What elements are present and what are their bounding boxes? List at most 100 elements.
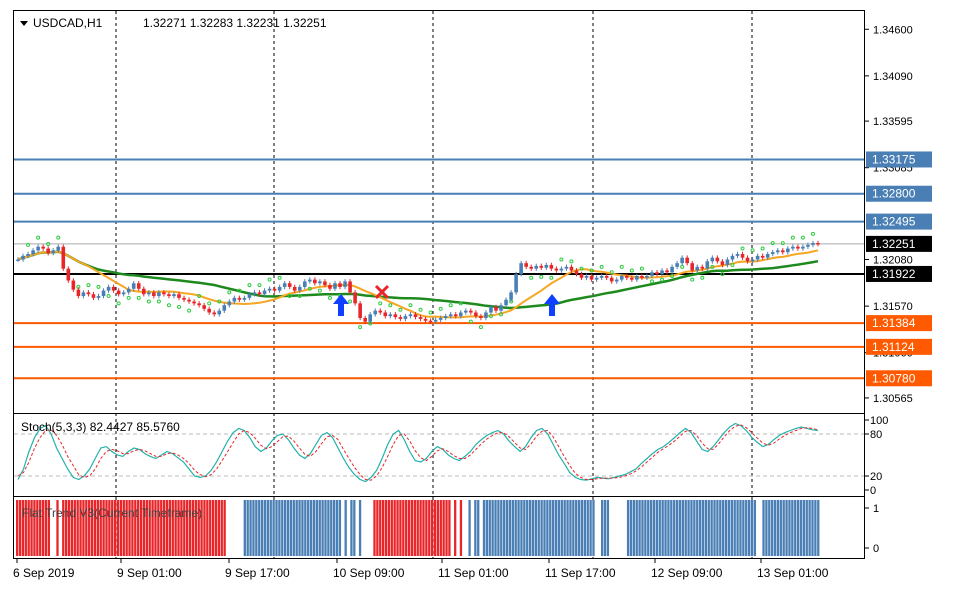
trend-bar — [641, 500, 644, 556]
candle-body — [252, 292, 257, 295]
trend-bar — [131, 500, 134, 556]
trend-bar — [197, 500, 200, 556]
candle-body — [217, 310, 222, 315]
candle-body — [131, 283, 136, 289]
trend-bar — [765, 500, 768, 556]
candle-body — [635, 275, 639, 280]
candle-body — [453, 314, 458, 317]
psar-dot — [458, 301, 463, 306]
psar-dot — [649, 279, 654, 284]
candle-body — [418, 317, 423, 319]
candle-body — [313, 279, 317, 284]
trend-bar — [782, 500, 785, 556]
trend-bar — [381, 500, 385, 556]
candle-body — [715, 257, 720, 262]
candle-body — [61, 246, 66, 269]
candle-body — [660, 270, 664, 275]
trend-bar — [139, 500, 143, 556]
psar-dot — [448, 303, 453, 308]
psar-dot — [629, 268, 634, 273]
psar-dot — [46, 241, 51, 246]
candle-body — [41, 246, 45, 249]
candle-body — [363, 317, 367, 322]
candle-body — [770, 252, 775, 255]
candle-body — [86, 292, 91, 295]
candle-body — [287, 283, 292, 287]
candle-body — [786, 248, 790, 253]
candle-body — [91, 294, 96, 298]
trend-bar — [396, 500, 399, 556]
trend-bar — [649, 500, 653, 556]
trend-bar — [722, 500, 725, 556]
candle-body — [368, 314, 373, 322]
candle-body — [106, 286, 111, 291]
trend-bar — [309, 500, 313, 556]
candle-body — [282, 283, 287, 287]
trend-bar — [771, 500, 774, 556]
support-label-bg — [866, 370, 932, 387]
trend-bar — [177, 500, 180, 556]
trend-bar — [82, 500, 85, 556]
support-label-bg — [866, 315, 932, 332]
trend-bar — [745, 500, 748, 556]
candle-body — [725, 259, 730, 265]
psar-dot — [810, 231, 815, 236]
trend-bar — [122, 500, 125, 556]
candle-body — [745, 257, 750, 262]
dropdown-triangle-icon[interactable] — [20, 21, 28, 26]
trend-bar — [681, 500, 684, 556]
trend-bar — [537, 500, 540, 556]
psar-dot — [96, 284, 101, 289]
psar-dot — [126, 295, 131, 300]
trend-bar — [399, 500, 402, 556]
trend-bar — [76, 500, 79, 556]
candle-body — [589, 275, 594, 280]
trend-bar — [690, 500, 693, 556]
trend-bar — [762, 500, 765, 556]
candle-body — [740, 254, 745, 258]
trend-bar — [436, 500, 440, 556]
candle-body — [152, 292, 156, 297]
trend-bar — [583, 500, 587, 556]
trend-bar — [321, 500, 324, 556]
candle-body — [625, 275, 629, 278]
psar-dot — [559, 257, 564, 262]
trend-bar — [428, 500, 431, 556]
trend-bar — [220, 500, 223, 556]
trend-bar — [96, 500, 99, 556]
psar-dot — [257, 283, 262, 288]
stoch-tick-label: 0 — [870, 485, 876, 497]
psar-dot — [770, 241, 775, 246]
candle-body — [665, 270, 669, 273]
trend-bar — [531, 500, 535, 556]
candle-body — [413, 314, 418, 318]
stoch-tick-label: 100 — [870, 415, 888, 427]
candle-body — [554, 268, 559, 271]
trend-bar — [433, 500, 437, 556]
trend-bar — [407, 500, 411, 556]
candle-body — [534, 265, 539, 269]
trend-bar — [742, 500, 745, 556]
trend-bar — [485, 500, 489, 556]
price-tick-label: 1.34600 — [873, 24, 913, 36]
psar-dot — [800, 235, 805, 240]
trend-bar — [477, 500, 480, 556]
psar-dot — [247, 283, 252, 288]
candle-body — [197, 303, 201, 306]
candle-body — [775, 250, 780, 253]
psar-dot — [418, 307, 423, 312]
price-axis: 1.346001.340901.335951.330851.320801.315… — [864, 24, 913, 555]
trend-bar — [128, 500, 131, 556]
candle-body — [760, 255, 765, 258]
candle-body — [433, 319, 438, 322]
candle-body — [232, 297, 237, 302]
candle-body — [177, 294, 181, 298]
psar-dot — [86, 283, 91, 288]
candle-body — [806, 244, 810, 247]
trend-bar — [183, 500, 186, 556]
candle-body — [277, 286, 282, 291]
candle-body — [393, 314, 398, 318]
trend-bar — [589, 500, 592, 556]
